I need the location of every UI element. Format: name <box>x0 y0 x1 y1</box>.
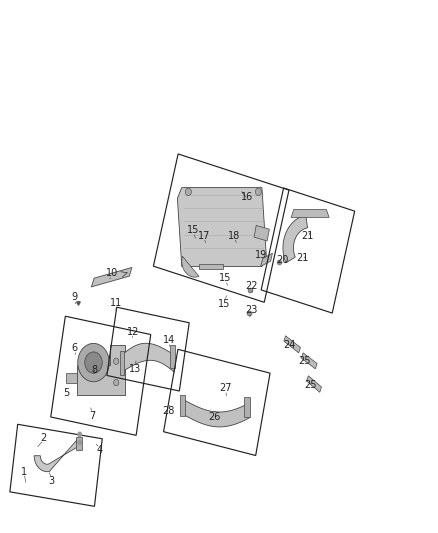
Text: 3: 3 <box>49 476 55 486</box>
Text: 26: 26 <box>208 412 221 422</box>
Text: 20: 20 <box>276 255 289 265</box>
Text: 14: 14 <box>162 335 175 345</box>
Circle shape <box>78 432 81 437</box>
Polygon shape <box>283 215 307 263</box>
Text: 24: 24 <box>283 341 295 350</box>
Circle shape <box>78 440 81 445</box>
Polygon shape <box>92 268 132 287</box>
Polygon shape <box>291 209 329 217</box>
Text: 25: 25 <box>298 357 311 366</box>
Polygon shape <box>120 351 124 375</box>
Text: 2: 2 <box>41 433 47 443</box>
Text: 13: 13 <box>129 364 141 374</box>
Circle shape <box>113 379 119 386</box>
Polygon shape <box>182 399 250 427</box>
Text: 15: 15 <box>218 299 230 309</box>
Circle shape <box>185 188 191 196</box>
Text: 6: 6 <box>71 343 78 352</box>
Text: 25: 25 <box>305 380 317 390</box>
Text: 27: 27 <box>219 383 232 393</box>
Circle shape <box>255 188 261 196</box>
Text: 19: 19 <box>254 250 267 260</box>
Polygon shape <box>77 345 125 395</box>
Text: 9: 9 <box>71 293 78 302</box>
Text: 12: 12 <box>127 327 140 336</box>
Text: 1: 1 <box>21 467 27 477</box>
Polygon shape <box>307 376 321 392</box>
Text: 22: 22 <box>246 281 258 291</box>
Text: 7: 7 <box>89 411 95 421</box>
Polygon shape <box>177 188 266 266</box>
Text: 10: 10 <box>106 268 118 278</box>
Polygon shape <box>301 353 317 369</box>
Polygon shape <box>182 256 199 277</box>
Text: 4: 4 <box>97 446 103 455</box>
Polygon shape <box>284 336 300 353</box>
Text: 11: 11 <box>110 298 122 308</box>
Text: 16: 16 <box>241 192 254 202</box>
Polygon shape <box>76 437 82 450</box>
Circle shape <box>113 358 119 365</box>
Polygon shape <box>66 373 77 383</box>
Text: 18: 18 <box>228 231 240 240</box>
Text: 21: 21 <box>296 253 308 263</box>
Polygon shape <box>261 253 272 266</box>
Polygon shape <box>34 440 77 472</box>
Polygon shape <box>244 397 250 417</box>
Polygon shape <box>199 264 223 269</box>
Text: 15: 15 <box>187 225 200 235</box>
Polygon shape <box>170 345 175 368</box>
Text: 21: 21 <box>302 231 314 240</box>
Circle shape <box>85 352 102 373</box>
Polygon shape <box>254 225 269 241</box>
Circle shape <box>78 343 109 382</box>
Text: 5: 5 <box>64 388 70 398</box>
Text: 17: 17 <box>198 231 210 240</box>
Text: 8: 8 <box>91 366 97 375</box>
Text: 15: 15 <box>219 273 232 283</box>
Text: 23: 23 <box>246 305 258 315</box>
Text: 28: 28 <box>162 407 175 416</box>
Polygon shape <box>180 395 185 416</box>
Polygon shape <box>122 343 174 372</box>
